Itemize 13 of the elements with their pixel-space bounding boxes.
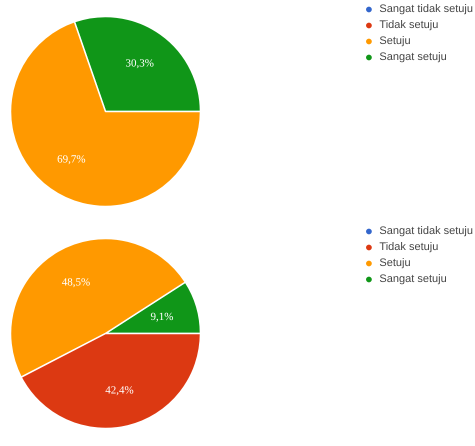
legend-label: Sangat tidak setuju xyxy=(379,224,473,238)
legend-label: Tidak setuju xyxy=(379,240,438,254)
legend-label: Sangat setuju xyxy=(379,50,447,64)
legend-label: Setuju xyxy=(379,256,411,270)
data-label: 9,1% xyxy=(150,310,174,323)
legend-label: Sangat tidak setuju xyxy=(379,2,473,16)
data-label: 48,5% xyxy=(62,276,90,289)
legend-label: Tidak setuju xyxy=(379,18,438,32)
data-label: 30,3% xyxy=(125,58,154,70)
legend-label: Setuju xyxy=(379,34,411,48)
data-label: 69,7% xyxy=(57,153,86,166)
legend-label: Sangat setuju xyxy=(379,272,447,286)
data-label: 42,4% xyxy=(105,384,134,397)
